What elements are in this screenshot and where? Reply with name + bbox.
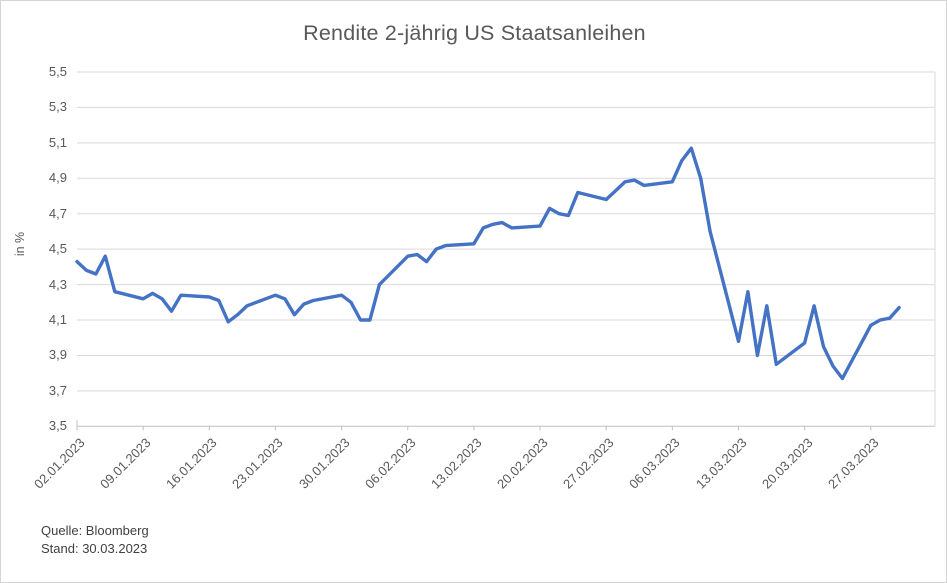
- y-tick-label: 3,5: [48, 418, 67, 434]
- y-tick-label: 4,7: [48, 205, 67, 221]
- y-tick-label: 5,5: [48, 64, 67, 79]
- y-tick-label: 5,1: [48, 134, 67, 150]
- data-line: [75, 146, 901, 381]
- y-tick-label: 4,3: [48, 276, 67, 292]
- y-tick-label: 3,7: [48, 382, 67, 398]
- asof-label: Stand: 30.03.2023: [41, 541, 148, 556]
- source-label: Quelle: Bloomberg: [41, 523, 149, 538]
- y-tick-label: 3,9: [48, 347, 67, 363]
- y-tick-label: 5,3: [48, 99, 67, 115]
- chart-title: Rendite 2-jährig US Staatsanleihen: [303, 21, 646, 45]
- y-tick-label: 4,1: [48, 312, 67, 327]
- y-tick-label: 4,5: [48, 241, 67, 257]
- y-axis-title: in %: [13, 231, 27, 257]
- chart-footer: Quelle: Bloomberg Stand: 30.03.2023: [41, 522, 149, 558]
- y-tick-label: 4,9: [48, 170, 67, 186]
